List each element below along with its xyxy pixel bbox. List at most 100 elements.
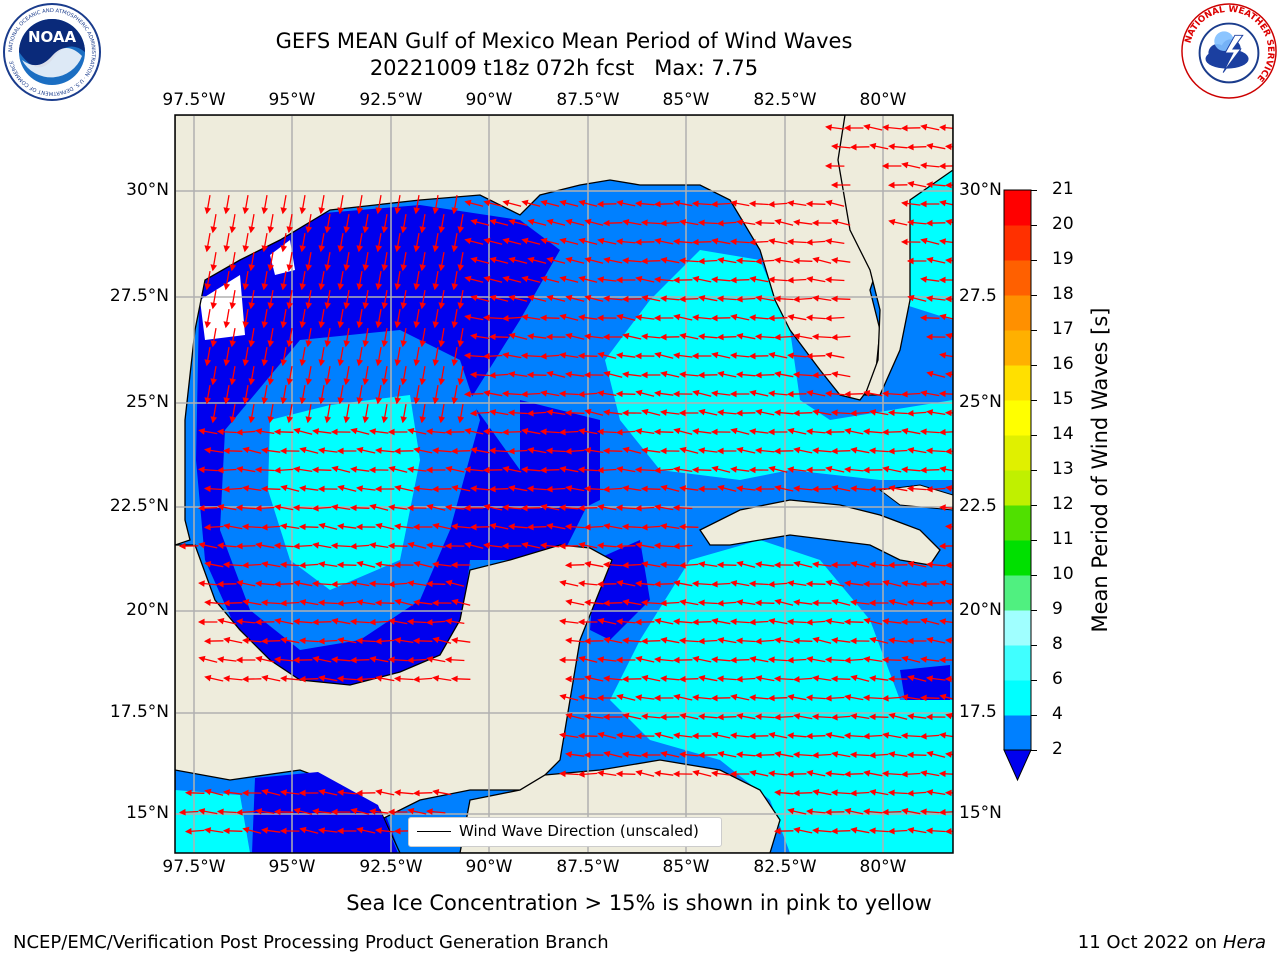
wind-arrow-head — [438, 302, 446, 310]
lon-label-bottom-87-5w: 87.5°W — [556, 857, 620, 877]
wind-arrow-head — [621, 523, 629, 531]
wind-arrow-head — [729, 238, 737, 246]
wind-arrow-head — [711, 390, 718, 397]
wind-arrow-head — [331, 465, 339, 473]
wind-arrow-head — [672, 542, 680, 550]
wind-arrow-head — [888, 751, 896, 758]
wind-arrow-head — [793, 219, 800, 226]
wind-arrow-head — [241, 523, 249, 531]
wind-arrow-head — [381, 264, 389, 272]
wind-arrow-head — [641, 447, 648, 454]
wind-arrow-head — [565, 218, 573, 226]
wind-arrow-head — [660, 484, 668, 492]
colorbar-segment — [1004, 575, 1031, 611]
wind-arrow-head — [583, 637, 591, 645]
colorbar-tick-mark — [1031, 645, 1037, 646]
wind-arrow-head — [559, 693, 567, 701]
colorbar-segment — [1004, 470, 1031, 506]
wind-arrow-head — [198, 428, 206, 435]
wind-arrow-head — [691, 732, 699, 740]
wind-arrow-head — [773, 333, 781, 341]
wind-arrow-head — [825, 731, 833, 739]
wind-arrow-head — [901, 807, 909, 815]
wind-arrow-head — [749, 314, 756, 322]
land-cuba — [699, 499, 941, 566]
wind-arrow-head — [293, 579, 301, 587]
colorbar-segment — [1004, 225, 1031, 261]
wind-arrow-head — [483, 275, 491, 283]
wind-arrow-head — [615, 429, 623, 436]
colorbar-tick-mark — [1031, 610, 1037, 611]
wind-arrow-head — [210, 416, 218, 424]
wind-arrow-head — [653, 542, 661, 550]
wind-arrow-head — [716, 447, 724, 455]
wind-arrow-head — [343, 416, 351, 424]
wind-arrow-head — [394, 207, 402, 215]
wind-arrow-head — [729, 770, 737, 778]
wind-arrow-head — [901, 466, 908, 474]
wind-arrow-head — [286, 378, 294, 386]
wind-arrow-head — [615, 542, 623, 550]
wind-arrow-head — [749, 428, 756, 435]
wind-arrow-head — [597, 390, 605, 397]
wind-arrow-head — [388, 504, 395, 511]
wind-arrow-head — [805, 352, 813, 360]
legend-line-swatch — [417, 831, 451, 832]
wind-arrow-head — [602, 447, 610, 455]
wind-arrow-head — [749, 275, 757, 283]
wind-arrow-head — [786, 390, 794, 398]
wind-arrow-head — [488, 372, 496, 379]
wind-arrow-head — [298, 562, 306, 569]
wind-arrow-head — [583, 371, 591, 379]
wind-arrow-head — [900, 238, 908, 246]
colorbar-tick-label: 9 — [1052, 599, 1063, 619]
wind-arrow-head — [324, 302, 332, 310]
wind-arrow-head — [678, 637, 686, 645]
wind-arrow-head — [831, 143, 838, 150]
wind-arrow-head — [451, 523, 458, 530]
wind-arrow-head — [349, 543, 357, 550]
wind-arrow-head — [203, 485, 211, 493]
wind-arrow-head — [261, 321, 269, 329]
wind-arrow-head — [558, 390, 566, 398]
wind-arrow-head — [755, 675, 763, 682]
wind-arrow-head — [508, 484, 516, 492]
wind-arrow-head — [394, 283, 402, 291]
wind-arrow-head — [768, 618, 776, 625]
wind-arrow-head — [565, 371, 572, 378]
wind-arrow-head — [578, 541, 586, 549]
lat-label-right-27-5: 27.5 — [959, 286, 997, 306]
wind-arrow-head — [406, 618, 414, 626]
wind-arrow-head — [432, 675, 440, 682]
wind-arrow-head — [602, 486, 610, 493]
wind-arrow-head — [792, 637, 800, 645]
wind-arrow-head — [299, 446, 307, 454]
wind-arrow-head — [603, 523, 611, 530]
wind-arrow-head — [673, 466, 681, 473]
wind-arrow-head — [907, 180, 915, 188]
wind-arrow-head — [413, 207, 421, 215]
lon-label-bottom-97-5w: 97.5°W — [162, 857, 226, 877]
lat-label-left-27-5n: 27.5°N — [109, 286, 169, 306]
wind-arrow-head — [938, 542, 946, 550]
wind-arrow-head — [672, 276, 680, 284]
wind-arrow-head — [280, 484, 288, 492]
wind-arrow-head — [679, 219, 687, 226]
wind-arrow-head — [945, 371, 952, 378]
wind-arrow-head — [729, 618, 737, 626]
wind-arrow-head — [223, 245, 231, 253]
wind-arrow-head — [622, 598, 630, 606]
wind-arrow-head — [317, 599, 325, 607]
lat-label-right-15n: 15°N — [959, 803, 1002, 823]
wind-arrow-head — [635, 389, 643, 397]
lat-label-left-17-5n: 17.5°N — [109, 702, 169, 722]
wind-arrow-head — [926, 636, 934, 644]
wind-arrow-head — [381, 378, 389, 386]
colorbar-tick-label: 10 — [1052, 564, 1074, 584]
wind-arrow-head — [697, 637, 705, 645]
wind-arrow-head — [654, 656, 661, 663]
wind-arrow-head — [944, 675, 952, 683]
wind-arrow-head — [578, 580, 585, 587]
colorbar-tick-mark — [1031, 225, 1037, 226]
lat-label-left-20n: 20°N — [126, 600, 169, 620]
